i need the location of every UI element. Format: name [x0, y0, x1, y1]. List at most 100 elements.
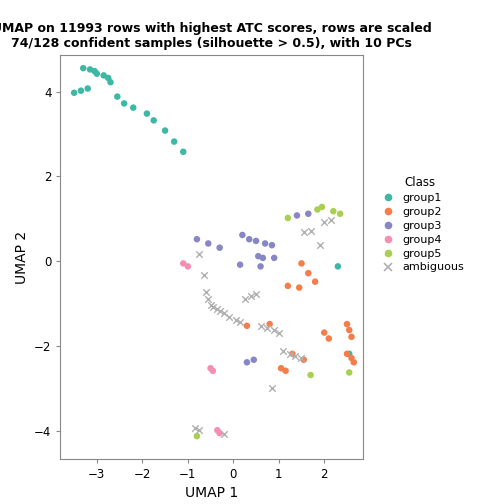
Point: [345, 350, 353, 358]
Point: [191, 424, 199, 432]
Point: [236, 318, 244, 326]
Point: [143, 109, 151, 117]
Point: [257, 322, 265, 330]
Point: [261, 239, 269, 247]
Point: [343, 320, 351, 328]
Point: [150, 116, 158, 124]
Point: [295, 284, 303, 292]
Point: [247, 292, 256, 300]
Point: [300, 356, 308, 364]
Point: [268, 384, 276, 392]
Point: [202, 288, 210, 296]
Point: [91, 67, 99, 75]
Point: [270, 254, 278, 262]
Point: [216, 429, 224, 437]
Point: [257, 263, 265, 271]
Point: [193, 432, 201, 440]
Point: [275, 329, 283, 337]
Point: [225, 313, 233, 322]
Point: [120, 99, 128, 107]
Point: [264, 324, 272, 332]
Point: [350, 358, 358, 366]
Point: [129, 104, 137, 112]
Point: [343, 350, 351, 358]
Point: [325, 335, 333, 343]
Point: [245, 235, 253, 243]
X-axis label: UMAP 1: UMAP 1: [185, 486, 238, 500]
Point: [207, 364, 215, 372]
Point: [297, 354, 305, 362]
Point: [200, 271, 208, 279]
Point: [220, 309, 228, 317]
Point: [252, 290, 260, 298]
Point: [284, 214, 292, 222]
Point: [195, 426, 203, 434]
Point: [204, 239, 212, 247]
Point: [70, 89, 78, 97]
Point: [318, 203, 326, 211]
Point: [104, 74, 112, 82]
Point: [113, 93, 121, 101]
Point: [216, 243, 224, 251]
Point: [320, 329, 328, 337]
Point: [216, 307, 224, 316]
Point: [254, 252, 262, 260]
Point: [288, 350, 296, 358]
Point: [170, 138, 178, 146]
Point: [161, 127, 169, 135]
Point: [184, 263, 192, 271]
Point: [209, 367, 217, 375]
Point: [204, 295, 212, 303]
Point: [249, 356, 258, 364]
Point: [347, 354, 355, 362]
Point: [304, 269, 312, 277]
Point: [179, 260, 187, 268]
Point: [293, 211, 301, 219]
Point: [336, 210, 344, 218]
Point: [279, 347, 287, 355]
Point: [291, 351, 299, 359]
Point: [207, 300, 215, 308]
Point: [313, 206, 322, 214]
Point: [316, 241, 324, 249]
Point: [243, 358, 251, 366]
Point: [347, 333, 355, 341]
Point: [311, 278, 319, 286]
Point: [84, 85, 92, 93]
Point: [243, 322, 251, 330]
Point: [77, 87, 85, 95]
Point: [334, 263, 342, 271]
Point: [270, 326, 278, 334]
Point: [297, 260, 305, 268]
Point: [306, 371, 314, 379]
Point: [238, 231, 246, 239]
Point: [268, 241, 276, 249]
Title: UMAP on 11993 rows with highest ATC scores, rows are scaled
74/128 confident sam: UMAP on 11993 rows with highest ATC scor…: [0, 22, 431, 50]
Point: [213, 426, 221, 434]
Point: [259, 254, 267, 262]
Point: [179, 148, 187, 156]
Point: [195, 249, 203, 258]
Point: [236, 261, 244, 269]
Point: [284, 282, 292, 290]
Point: [304, 210, 312, 218]
Y-axis label: UMAP 2: UMAP 2: [15, 230, 29, 284]
Point: [329, 207, 337, 215]
Point: [266, 320, 274, 328]
Point: [193, 235, 201, 243]
Point: [240, 295, 248, 303]
Point: [220, 430, 228, 438]
Point: [300, 228, 308, 236]
Point: [252, 237, 260, 245]
Point: [320, 218, 328, 226]
Point: [345, 368, 353, 376]
Point: [213, 305, 221, 313]
Point: [277, 364, 285, 372]
Point: [79, 64, 87, 72]
Point: [282, 367, 290, 375]
Point: [100, 72, 108, 80]
Point: [286, 350, 294, 358]
Legend: group1, group2, group3, group4, group5, ambiguous: group1, group2, group3, group4, group5, …: [374, 174, 466, 275]
Point: [306, 227, 314, 235]
Point: [231, 316, 239, 324]
